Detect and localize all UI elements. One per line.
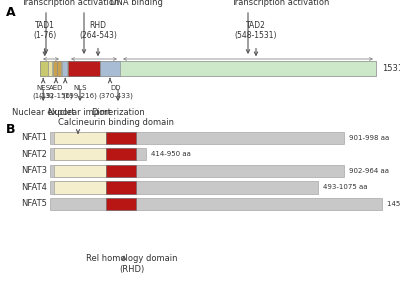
Text: DD
(370-433): DD (370-433) xyxy=(98,86,134,99)
Text: NFAT5: NFAT5 xyxy=(21,200,47,208)
Text: RHD
(264-543): RHD (264-543) xyxy=(79,21,117,40)
Text: AED
(132-156): AED (132-156) xyxy=(39,86,73,99)
Bar xyxy=(40,61,376,76)
Text: Rel homology domain
(RHD): Rel homology domain (RHD) xyxy=(86,254,178,274)
Text: Nuclear import: Nuclear import xyxy=(48,108,112,117)
Text: 902-964 aa: 902-964 aa xyxy=(349,168,389,174)
Text: NFAT2: NFAT2 xyxy=(21,150,47,159)
Bar xyxy=(106,198,136,210)
Text: TAD1
(1-76): TAD1 (1-76) xyxy=(33,21,56,40)
Text: Transcription activation: Transcription activation xyxy=(231,0,329,7)
Text: 1531aa: 1531aa xyxy=(382,64,400,73)
Bar xyxy=(106,148,136,160)
Text: 493-1075 aa: 493-1075 aa xyxy=(323,184,367,190)
Text: NFAT1: NFAT1 xyxy=(21,133,47,142)
Bar xyxy=(54,132,106,144)
Bar xyxy=(40,61,48,76)
Text: NES
(1-19): NES (1-19) xyxy=(32,86,54,99)
Text: 414-950 aa: 414-950 aa xyxy=(151,151,191,157)
Text: NLS
(199-216): NLS (199-216) xyxy=(62,86,98,99)
Bar xyxy=(50,132,344,144)
Bar xyxy=(54,165,106,177)
Text: NFAT3: NFAT3 xyxy=(21,166,47,175)
Text: DNA binding: DNA binding xyxy=(110,0,162,7)
Text: Nuclear export: Nuclear export xyxy=(12,108,74,117)
Bar xyxy=(68,61,100,76)
Text: NFAT4: NFAT4 xyxy=(21,183,47,192)
Bar xyxy=(106,181,136,194)
Bar xyxy=(50,165,344,177)
Bar xyxy=(48,61,52,76)
Bar xyxy=(50,181,318,194)
Text: A: A xyxy=(6,6,16,19)
Bar xyxy=(100,61,120,76)
Text: 1455-1549 aa: 1455-1549 aa xyxy=(387,201,400,207)
Bar xyxy=(57,61,61,76)
Bar xyxy=(62,61,67,76)
Bar xyxy=(106,132,136,144)
Text: Dimerization: Dimerization xyxy=(91,108,145,117)
Text: B: B xyxy=(6,123,16,136)
Bar xyxy=(50,148,146,160)
Bar xyxy=(53,61,57,76)
Text: Transcription activation: Transcription activation xyxy=(21,0,119,7)
Bar xyxy=(106,165,136,177)
Text: Calcineurin binding domain: Calcineurin binding domain xyxy=(58,118,174,127)
Bar xyxy=(54,181,106,194)
Bar xyxy=(50,198,382,210)
Bar xyxy=(54,148,106,160)
Text: TAD2
(548-1531): TAD2 (548-1531) xyxy=(235,21,277,40)
Text: 901-998 aa: 901-998 aa xyxy=(349,135,389,141)
